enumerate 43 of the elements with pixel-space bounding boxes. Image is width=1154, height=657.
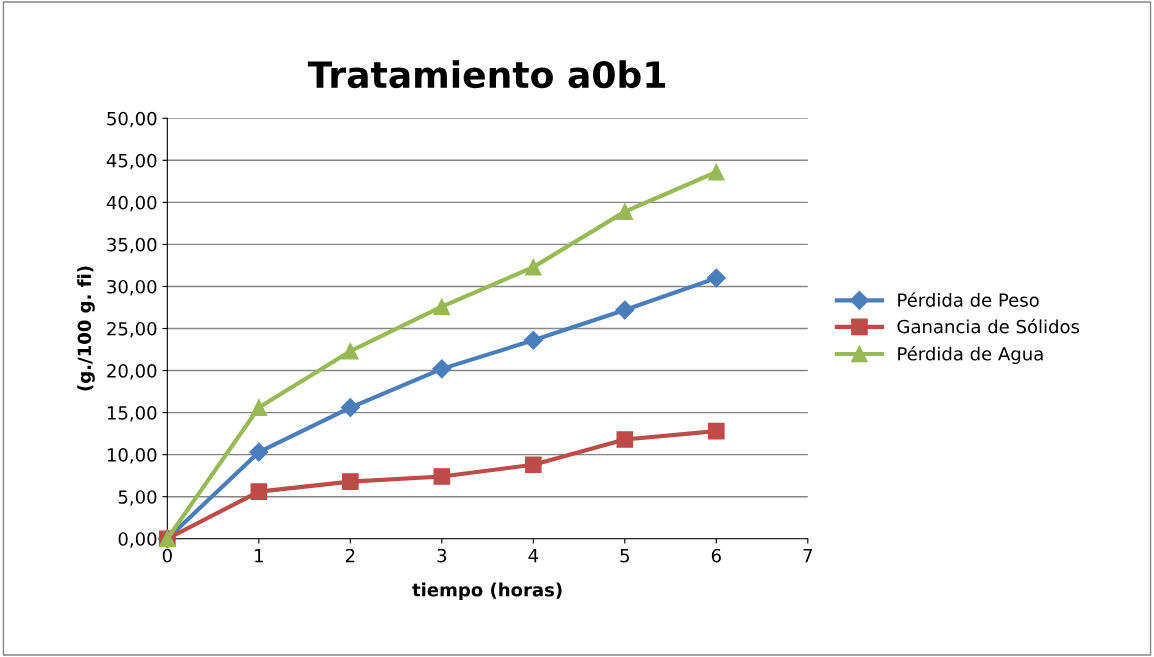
point — [341, 473, 359, 490]
x-tick-label: 2 — [345, 548, 355, 563]
legend-label: Pérdida de Peso — [898, 292, 1039, 307]
point — [250, 483, 268, 500]
point — [340, 398, 360, 418]
point — [433, 298, 451, 315]
y-tick-label: 40,00 — [106, 195, 157, 212]
y-tick-label: 35,00 — [107, 237, 157, 254]
y-tick-label: 5,00 — [118, 490, 157, 506]
y-tick-label: 25,00 — [107, 321, 157, 338]
y-tick-label: 15,00 — [107, 406, 157, 422]
point — [615, 300, 635, 320]
point — [523, 330, 543, 350]
point — [524, 456, 542, 474]
y-tick-label: 0,00 — [118, 532, 157, 548]
point — [433, 468, 451, 485]
x-tick-label: 4 — [528, 549, 539, 563]
point — [706, 268, 726, 288]
point — [524, 258, 542, 276]
legend-label: Pérdida de Agua — [898, 345, 1043, 365]
point — [432, 359, 452, 379]
point — [707, 422, 725, 440]
point — [250, 399, 268, 416]
y-tick-label: 10,00 — [107, 448, 157, 464]
y-tick-label: 30,00 — [107, 279, 157, 296]
y-tick-label: 45,00 — [106, 153, 157, 170]
y-axis-title: (g./100 g. fi) — [77, 266, 95, 391]
point — [341, 342, 359, 360]
x-tick-label: 1 — [255, 549, 263, 563]
legend-label: Ganancia de Sólidos — [897, 318, 1080, 334]
y-tick-label: 50,00 — [107, 111, 157, 128]
x-tick-label: 6 — [711, 548, 721, 563]
x-tick-label: 0 — [162, 548, 172, 563]
chart-title: Tratamiento a0b1 — [307, 60, 665, 89]
point — [707, 163, 725, 181]
point — [616, 203, 634, 220]
x-axis-title: tiempo (horas) — [412, 582, 562, 601]
y-tick-label: 20,00 — [107, 364, 157, 380]
x-tick-label: 5 — [620, 549, 629, 563]
point — [616, 431, 634, 448]
x-tick-label: 3 — [437, 548, 447, 563]
point — [249, 442, 269, 462]
x-tick-label: 7 — [803, 549, 812, 563]
